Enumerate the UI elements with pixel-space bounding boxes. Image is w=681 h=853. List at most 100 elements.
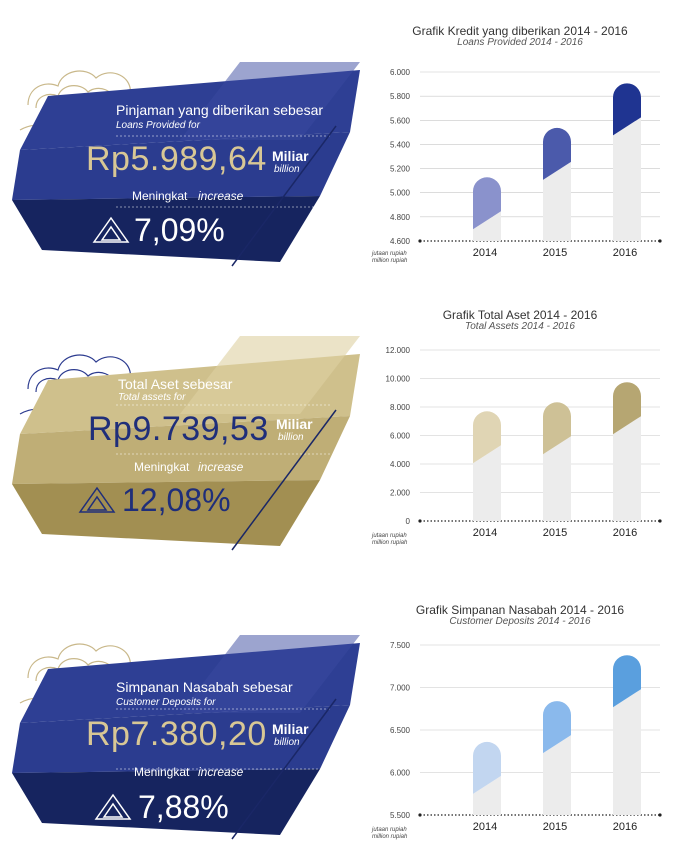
y-tick-label: 5.800: [390, 92, 411, 101]
bar-2016: [613, 83, 641, 241]
increase-triangle-icon: [78, 486, 116, 513]
y-tick-label: 12.000: [386, 346, 411, 355]
bar-2014: [473, 741, 501, 815]
panel-title: Simpanan Nasabah sebesar: [116, 679, 293, 695]
y-tick-label: 5.600: [390, 116, 411, 125]
x-tick-label: 2016: [613, 821, 637, 833]
x-tick-label: 2016: [613, 247, 637, 259]
y-tick-label: 4.800: [390, 213, 411, 222]
amount-unit: Miliar: [276, 416, 313, 432]
amount-value: Rp9.739,53: [88, 410, 269, 448]
increase-label-en: increase: [198, 460, 244, 474]
y-tick-label: 7.000: [390, 684, 411, 693]
y-tick-label: 5.200: [390, 165, 411, 174]
bar-cap: [613, 655, 641, 708]
axis-unit: jutaan rupiah million rupiah: [372, 251, 408, 264]
assets-banner: Total Aset sebesar Total assets for Rp9.…: [0, 284, 360, 564]
increase-percent: 7,88%: [138, 789, 229, 825]
deposits-banner-shapes: [12, 635, 360, 840]
bar-2016: [613, 655, 641, 815]
y-tick-label: 8.000: [390, 403, 411, 412]
y-tick-label: 2.000: [390, 489, 411, 498]
chart-title: Grafik Simpanan Nasabah 2014 - 2016: [415, 603, 625, 617]
amount-unit-en: billion: [278, 432, 304, 443]
x-tick-label: 2015: [543, 247, 567, 259]
y-tick-label: 7.500: [390, 641, 411, 650]
y-tick-label: 10.000: [386, 375, 411, 384]
bar-cap: [473, 741, 501, 794]
increase-percent: 7,09%: [134, 212, 225, 248]
loans-section: Pinjaman yang diberikan sebesar Loans Pr…: [0, 0, 681, 280]
bar-2015: [543, 701, 571, 815]
bar-base: [543, 161, 571, 241]
amount-unit: Miliar: [272, 148, 309, 164]
bar-base: [613, 117, 641, 241]
bar-base: [473, 445, 501, 521]
increase-label: Meningkat: [132, 189, 188, 203]
chart-plot: 5.500 6.000 6.500 7.000 7.500 2014 2015 2016: [390, 641, 662, 833]
loans-banner: Pinjaman yang diberikan sebesar Loans Pr…: [0, 0, 360, 280]
bar-base: [473, 775, 501, 815]
y-tick-label: 4.000: [390, 460, 411, 469]
chart-subtitle: Total Assets 2014 - 2016: [465, 321, 575, 332]
bar-base: [543, 735, 571, 815]
x-tick-label: 2015: [543, 821, 567, 833]
chart-plot: 4.600 4.800 5.000 5.200 5.400 5.600 5.800 6.000…: [390, 68, 662, 259]
chart-title: Grafik Total Aset 2014 - 2016: [442, 308, 598, 322]
assets-chart: Grafik Total Aset 2014 - 2016 Total Asse…: [360, 284, 681, 564]
increase-label: Meningkat: [134, 460, 190, 474]
deposits-chart: Grafik Simpanan Nasabah 2014 - 2016 Cust…: [360, 573, 681, 853]
x-tick-label: 2014: [473, 247, 497, 259]
y-tick-label: 6.000: [390, 68, 411, 77]
bar-2015: [543, 127, 571, 241]
y-tick-label: 5.400: [390, 140, 411, 149]
axis-unit: jutaan rupiah million rupiah: [372, 533, 408, 546]
x-tick-label: 2016: [613, 527, 637, 539]
bar-base: [473, 211, 501, 241]
assets-section: Total Aset sebesar Total assets for Rp9.…: [0, 284, 681, 564]
chart-subtitle: Loans Provided 2014 - 2016: [457, 37, 583, 48]
axis-end-dot: [418, 519, 422, 523]
increase-label-en: increase: [198, 189, 244, 203]
assets-banner-shapes: [12, 336, 360, 551]
y-tick-label: 6.000: [390, 769, 411, 778]
axis-unit: jutaan rupiah million rupiah: [372, 827, 408, 840]
y-tick-label: 0: [406, 517, 411, 526]
bar-base: [613, 689, 641, 815]
bar-cap: [613, 83, 641, 136]
x-tick-label: 2015: [543, 527, 567, 539]
amount-unit-en: billion: [274, 164, 300, 175]
bar-2014: [473, 177, 501, 241]
panel-subtitle: Loans Provided for: [116, 120, 200, 131]
amount-value: Rp7.380,20: [86, 715, 267, 753]
bar-2014: [473, 411, 501, 521]
bar-cap: [543, 127, 571, 180]
y-tick-label: 6.500: [390, 726, 411, 735]
bar-cap: [473, 177, 501, 230]
bar-base: [613, 416, 641, 521]
y-tick-label: 6.000: [390, 432, 411, 441]
panel-title: Pinjaman yang diberikan sebesar: [116, 102, 324, 118]
deposits-banner: Simpanan Nasabah sebesar Customer Deposi…: [0, 573, 360, 853]
chart-title: Grafik Kredit yang diberikan 2014 - 2016: [412, 24, 628, 38]
amount-unit: Miliar: [272, 721, 309, 737]
amount-value: Rp5.989,64: [86, 140, 267, 178]
loans-chart: Grafik Kredit yang diberikan 2014 - 2016…: [360, 0, 681, 280]
bar-cap: [613, 382, 641, 435]
increase-percent: 12,08%: [122, 482, 231, 518]
axis-end-dot: [658, 519, 662, 523]
x-tick-label: 2014: [473, 527, 497, 539]
bar-cap: [543, 402, 571, 455]
panel-title: Total Aset sebesar: [118, 376, 233, 392]
x-tick-label: 2014: [473, 821, 497, 833]
bar-2015: [543, 402, 571, 521]
bar-2016: [613, 382, 641, 521]
increase-triangle-icon: [94, 793, 132, 820]
axis-end-dot: [658, 813, 662, 817]
amount-unit-en: billion: [274, 737, 300, 748]
deposits-section: Simpanan Nasabah sebesar Customer Deposi…: [0, 573, 681, 853]
increase-label-en: increase: [198, 765, 244, 779]
chart-plot: 0 2.000 4.000 6.000 8.000 10.000 12.000 2014 201…: [386, 346, 662, 539]
y-tick-label: 4.600: [390, 237, 411, 246]
axis-end-dot: [418, 239, 422, 243]
